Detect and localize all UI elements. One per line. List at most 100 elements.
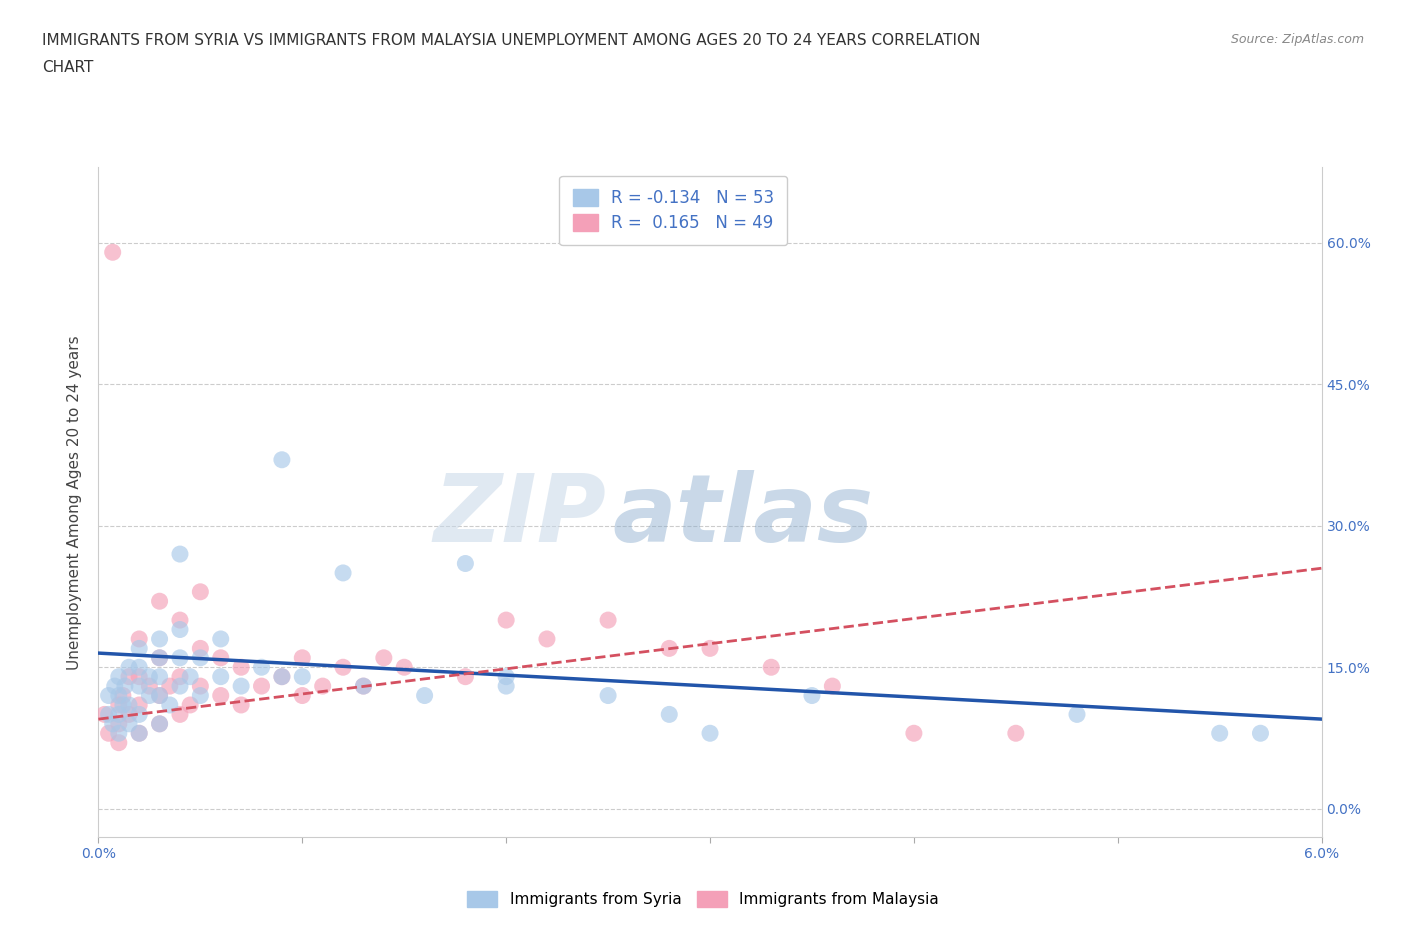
Point (169, 670, 191, 684)
Point (138, 679, 160, 694)
Point (821, 679, 844, 694)
Point (108, 725, 131, 740)
Point (209, 631, 232, 646)
Point (159, 698, 181, 712)
Point (169, 613, 191, 628)
Point (658, 641, 681, 656)
Point (291, 688, 314, 703)
Point (454, 670, 477, 684)
Point (149, 593, 172, 608)
Point (291, 650, 314, 665)
Point (118, 707, 141, 722)
Point (111, 698, 134, 712)
Point (658, 707, 681, 722)
Point (97, 725, 120, 740)
Point (149, 670, 172, 684)
Point (169, 707, 191, 722)
Point (118, 670, 141, 684)
Point (128, 679, 150, 694)
Point (761, 659, 783, 674)
Text: atlas: atlas (612, 470, 873, 562)
Point (270, 670, 292, 684)
Point (231, 659, 253, 674)
Point (188, 641, 212, 656)
Point (138, 670, 160, 684)
Point (169, 547, 191, 562)
Point (149, 650, 172, 665)
Point (101, 245, 124, 259)
Point (903, 725, 925, 740)
Point (104, 679, 127, 694)
Point (128, 659, 150, 674)
Point (311, 679, 335, 694)
Point (108, 698, 131, 712)
Point (128, 698, 150, 712)
Point (118, 659, 141, 674)
Point (159, 679, 181, 694)
Point (149, 688, 172, 703)
Point (373, 650, 395, 665)
Point (149, 688, 172, 703)
Point (118, 698, 141, 712)
Point (291, 670, 314, 684)
Point (332, 659, 354, 674)
Point (495, 613, 517, 628)
Point (118, 716, 141, 731)
Point (231, 698, 253, 712)
Point (108, 707, 131, 722)
Point (270, 452, 292, 467)
Point (128, 670, 150, 684)
Point (108, 688, 131, 703)
Point (128, 725, 150, 740)
Point (598, 613, 620, 628)
Point (169, 650, 191, 665)
Point (179, 670, 201, 684)
Legend: R = -0.134   N = 53, R =  0.165   N = 49: R = -0.134 N = 53, R = 0.165 N = 49 (560, 176, 787, 246)
Point (149, 716, 172, 731)
Point (699, 641, 721, 656)
Legend: Immigrants from Syria, Immigrants from Malaysia: Immigrants from Syria, Immigrants from M… (461, 884, 945, 913)
Point (149, 631, 172, 646)
Point (495, 670, 517, 684)
Text: IMMIGRANTS FROM SYRIA VS IMMIGRANTS FROM MALAYSIA UNEMPLOYMENT AMONG AGES 20 TO : IMMIGRANTS FROM SYRIA VS IMMIGRANTS FROM… (42, 33, 980, 47)
Point (149, 650, 172, 665)
Point (188, 650, 212, 665)
Point (598, 688, 620, 703)
Point (1249, 725, 1271, 740)
Point (108, 716, 131, 731)
Point (128, 725, 150, 740)
Point (188, 679, 212, 694)
Point (332, 565, 354, 580)
Point (209, 670, 232, 684)
Text: Source: ZipAtlas.com: Source: ZipAtlas.com (1230, 33, 1364, 46)
Point (392, 659, 416, 674)
Point (149, 716, 172, 731)
Y-axis label: Unemployment Among Ages 20 to 24 years: Unemployment Among Ages 20 to 24 years (67, 335, 83, 670)
Point (138, 688, 160, 703)
Point (188, 688, 212, 703)
Point (93, 707, 115, 722)
Point (111, 688, 134, 703)
Point (1004, 725, 1026, 740)
Point (801, 688, 824, 703)
Point (128, 631, 150, 646)
Point (1066, 707, 1088, 722)
Point (169, 679, 191, 694)
Point (114, 679, 136, 694)
Point (128, 641, 150, 656)
Point (352, 679, 374, 694)
Point (179, 698, 201, 712)
Point (209, 650, 232, 665)
Point (352, 679, 374, 694)
Point (250, 679, 273, 694)
Point (128, 707, 150, 722)
Point (97, 688, 120, 703)
Point (188, 584, 212, 599)
Text: ZIP: ZIP (433, 470, 606, 562)
Point (108, 670, 131, 684)
Point (169, 622, 191, 637)
Text: CHART: CHART (42, 60, 94, 75)
Point (97, 707, 120, 722)
Point (495, 679, 517, 694)
Point (101, 716, 124, 731)
